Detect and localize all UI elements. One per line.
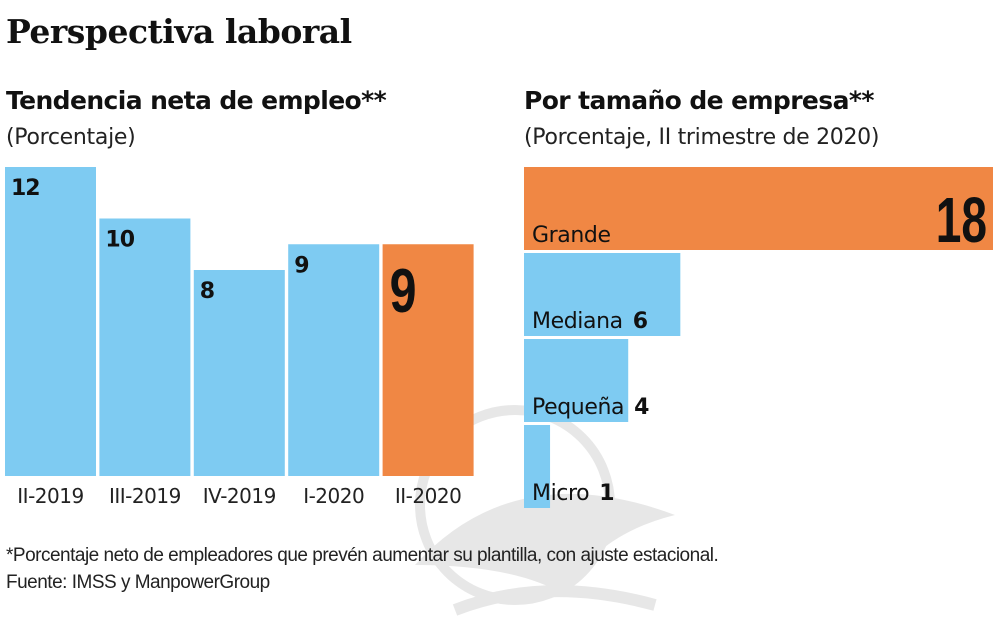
- data-label-II-2019: 12: [11, 176, 40, 201]
- data-label-Mediana: 6: [633, 309, 648, 334]
- data-label-II-2020: 9: [390, 256, 417, 325]
- left-chart-unit: (Porcentaje): [6, 125, 136, 150]
- data-label-Pequeña: 4: [634, 395, 649, 420]
- source-note: Fuente: IMSS y ManpowerGroup: [6, 572, 270, 593]
- right-chart-unit: (Porcentaje, II trimestre de 2020): [524, 125, 880, 150]
- right-chart-subtitle: Por tamaño de empresa**: [524, 86, 874, 115]
- data-label-I-2020: 9: [294, 253, 308, 278]
- bar-II-2020: [382, 244, 474, 476]
- x-tick-label: II-2020: [395, 484, 461, 508]
- bar-I-2020: [288, 244, 380, 476]
- x-tick-label: I-2020: [303, 484, 364, 508]
- data-label-III-2019: 10: [105, 228, 134, 253]
- x-tick-label: IV-2019: [203, 484, 276, 508]
- x-tick-label: II-2019: [17, 484, 83, 508]
- bar-Micro: [524, 425, 551, 508]
- left-chart-subtitle: Tendencia neta de empleo**: [6, 86, 387, 115]
- data-label-IV-2019: 8: [200, 279, 214, 304]
- bar-Mediana: [524, 253, 681, 336]
- category-label-Pequeña: Pequeña: [532, 395, 624, 420]
- chart-title: Perspectiva laboral: [6, 12, 352, 51]
- bar-Grande: [524, 167, 993, 250]
- category-label-Grande: Grande: [532, 223, 611, 248]
- x-tick-label: III-2019: [109, 484, 181, 508]
- data-label-Micro: 1: [599, 481, 614, 506]
- bar-Pequeña: [524, 339, 629, 422]
- bar-IV-2019: [193, 270, 285, 476]
- bar-III-2019: [99, 218, 191, 476]
- footnote: *Porcentaje neto de empleadores que prev…: [6, 545, 719, 566]
- data-label-Grande: 18: [936, 185, 987, 256]
- category-label-Mediana: Mediana: [532, 309, 623, 334]
- category-label-Micro: Micro: [532, 481, 589, 506]
- bar-II-2019: [5, 167, 96, 476]
